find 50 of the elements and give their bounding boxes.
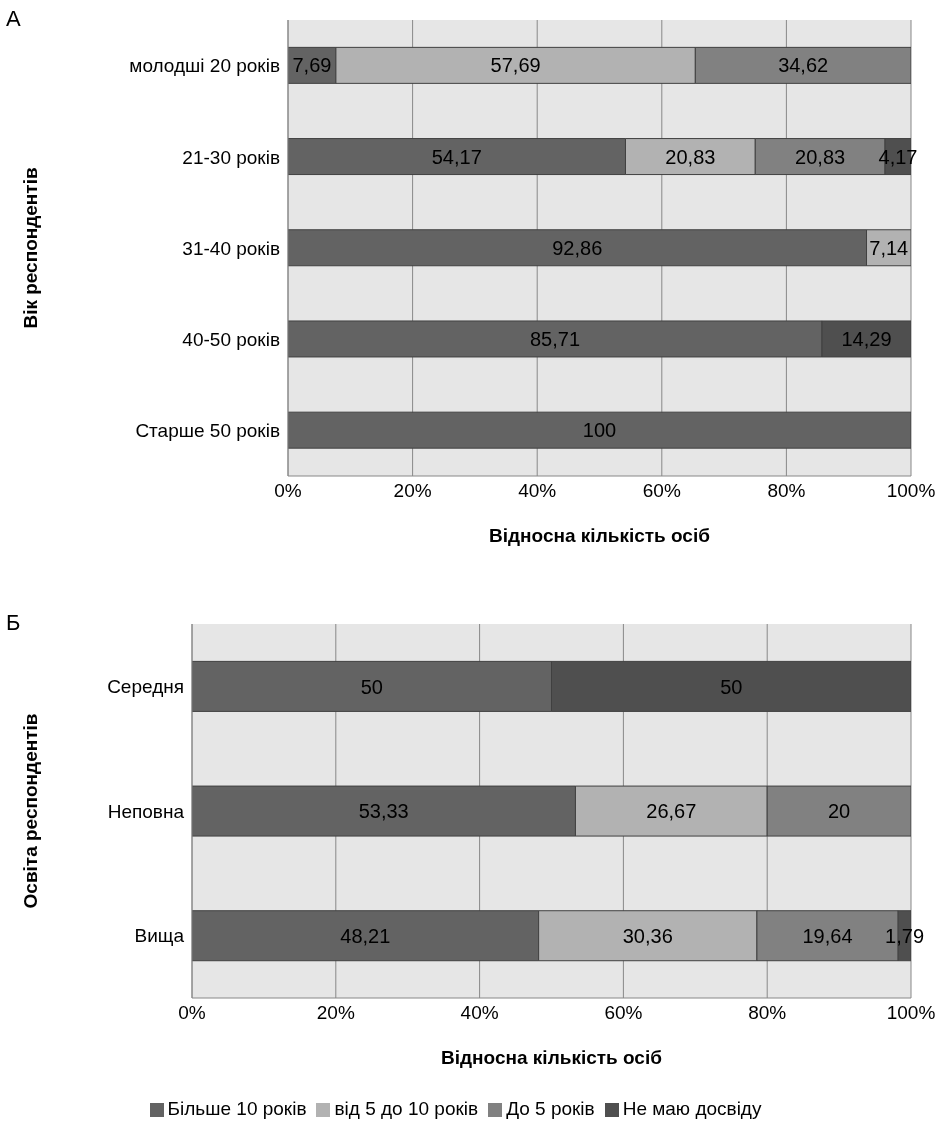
x-tick-label: 40% (460, 1002, 499, 1024)
data-label: 92,86 (552, 236, 603, 259)
x-tick-label: 100% (886, 480, 936, 502)
data-label: 19,64 (802, 924, 853, 947)
data-label: 53,33 (358, 800, 409, 823)
x-tick-label: 40% (518, 480, 557, 502)
data-label: 20,83 (665, 145, 716, 168)
legend-label: Більше 10 років (167, 1098, 307, 1119)
x-axis-title: Відносна кількість осіб (441, 1047, 662, 1068)
bar (288, 411, 911, 449)
legend-label: До 5 років (506, 1098, 595, 1119)
data-label: 20,83 (795, 145, 846, 168)
y-tick-label: Старше 50 років (135, 420, 280, 442)
x-tick-label: 20% (316, 1002, 355, 1024)
y-tick-label: 31-40 років (182, 237, 280, 259)
legend-label: від 5 до 10 років (334, 1098, 479, 1119)
x-tick-label: 0% (274, 480, 302, 502)
data-label: 26,67 (646, 800, 697, 823)
y-tick-label: 21-30 років (182, 146, 280, 168)
data-label: 57,69 (490, 54, 541, 77)
data-label: 30,36 (622, 924, 673, 947)
y-tick-label: Середня (107, 676, 184, 698)
data-label: 14,29 (841, 328, 892, 351)
x-tick-label: 60% (604, 1002, 643, 1024)
y-tick-label: Вища (134, 925, 185, 947)
y-tick-label: 40-50 років (182, 328, 280, 350)
x-axis-title: Відносна кількість осіб (489, 525, 710, 546)
data-label: 48,21 (340, 924, 391, 947)
text: Б (6, 610, 21, 636)
y-axis-title: Вік респондентів (19, 167, 41, 329)
data-label: 20 (827, 800, 851, 823)
x-tick-label: 80% (748, 1002, 787, 1024)
data-label: 85,71 (529, 328, 581, 351)
data-label: 50 (720, 675, 743, 698)
x-tick-label: 100% (886, 1002, 936, 1024)
data-label: 7,14 (869, 236, 909, 259)
x-tick-label: 80% (767, 480, 806, 502)
x-tick-label: 60% (642, 480, 681, 502)
text: А (6, 6, 21, 32)
y-tick-label: молодші 20 років (129, 55, 280, 77)
data-label: 7,69 (292, 54, 332, 77)
y-tick-label: Неповна (107, 800, 185, 822)
legend-label: Не маю досвіду (622, 1098, 762, 1119)
x-tick-label: 20% (393, 480, 432, 502)
data-label: 50 (360, 675, 383, 698)
data-label: 100 (582, 419, 617, 442)
x-tick-label: 0% (178, 1002, 206, 1024)
data-label: 34,62 (778, 54, 829, 77)
y-axis-title: Освіта респондентів (19, 713, 41, 909)
data-label: 54,17 (431, 145, 482, 168)
